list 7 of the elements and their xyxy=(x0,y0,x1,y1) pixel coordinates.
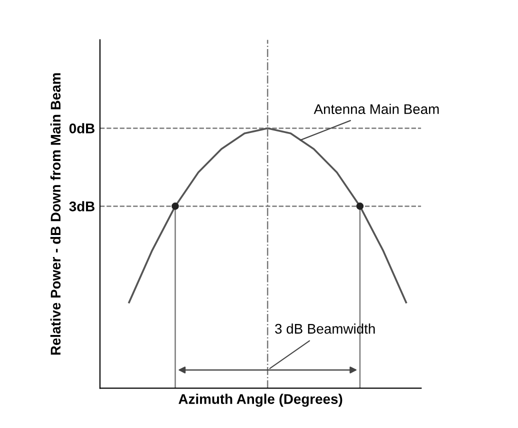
y-axis-title: Relative Power - dB Down from Main Beam xyxy=(50,73,61,355)
annotation: Antenna Main Beam xyxy=(314,104,439,114)
y-tick-label: 0dB xyxy=(69,123,94,134)
line-series xyxy=(128,127,408,304)
annotation: 3 dB Beamwidth xyxy=(275,324,375,334)
y-tick-label: 3dB xyxy=(69,201,94,212)
x-axis-title: Azimuth Angle (Degrees) xyxy=(178,394,342,407)
